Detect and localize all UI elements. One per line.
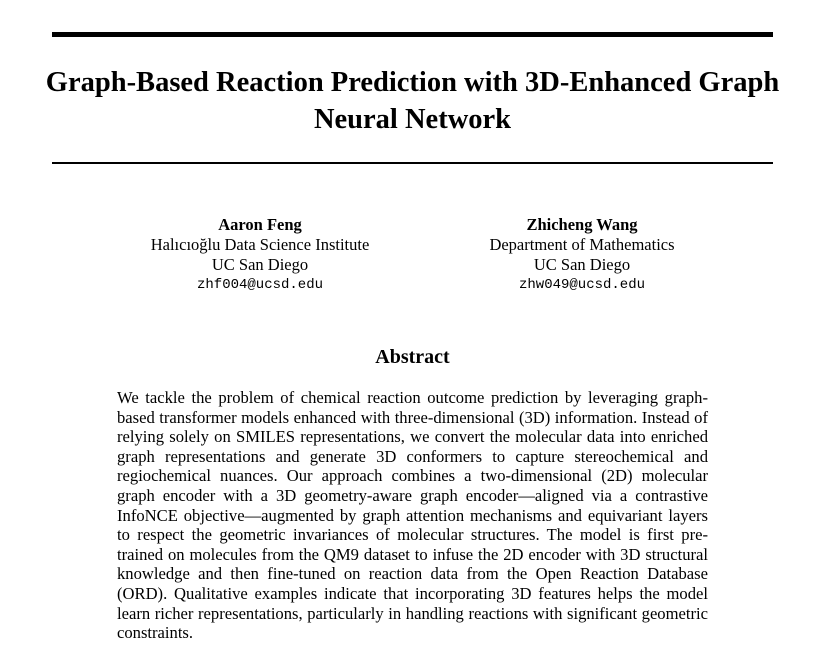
author-block-1: Aaron Feng Halıcıoğlu Data Science Insti… bbox=[120, 215, 400, 295]
author-institution: UC San Diego bbox=[533, 255, 631, 274]
author-email: zhf004@ucsd.edu bbox=[196, 277, 324, 293]
abstract-text: We tackle the problem of chemical reacti… bbox=[117, 388, 708, 643]
author-name: Zhicheng Wang bbox=[526, 215, 638, 234]
title-bottom-rule bbox=[52, 162, 773, 164]
author-affiliation: Halıcıoğlu Data Science Institute bbox=[150, 235, 370, 254]
author-affiliation: Department of Mathematics bbox=[489, 235, 675, 254]
author-block-2: Zhicheng Wang Department of Mathematics … bbox=[442, 215, 722, 295]
paper-title: Graph-Based Reaction Prediction with 3D-… bbox=[45, 67, 780, 135]
abstract-heading: Abstract bbox=[375, 346, 450, 368]
author-institution: UC San Diego bbox=[211, 255, 309, 274]
author-email: zhw049@ucsd.edu bbox=[518, 277, 646, 293]
title-top-rule bbox=[52, 32, 773, 37]
author-name: Aaron Feng bbox=[218, 215, 302, 234]
